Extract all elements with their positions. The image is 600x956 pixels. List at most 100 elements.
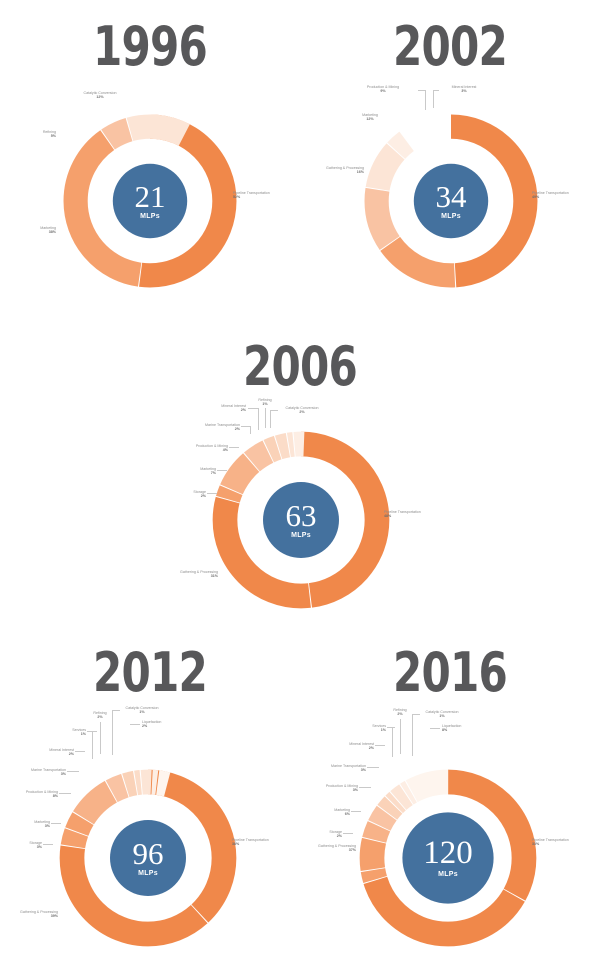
label-pct: 1% [80,732,86,737]
label-catalytic-conversion-2012: Catalytic Conversion 1% [118,706,166,715]
label-pct: 9% [380,89,386,94]
label-text: Services [372,724,386,728]
label-pct: 5% [50,134,56,139]
label-text: Gathering & Processing [20,910,58,914]
label-text: Refining [258,398,272,402]
label-marketing-1996: Marketing 38% [8,226,56,235]
label-text: Liquefaction [442,724,462,728]
label-pct: 2% [368,746,374,751]
label-text: Refining [393,708,407,712]
donut-slices-2012 [59,769,237,947]
center-disc-1996 [112,163,188,239]
label-liquefaction-2016: Liquefaction 8% [442,724,488,733]
label-gathering-processing-2002: Gathering & Processing 16% [296,166,364,175]
slice-pipeline-transportation [364,114,538,288]
slice-gathering-processing [364,114,538,288]
chart-year-2016: 2016 [393,641,508,704]
slice-refining [59,769,237,947]
label-mineral-interest-2006: Mineral Interest 2% [198,404,246,413]
label-text: Services [72,728,86,732]
chart-panel-2002: 2002 34 MLPs Production & Mining 9% [300,0,600,310]
donut-svg-2006 [212,431,390,609]
label-text: Production & Mining [195,444,228,448]
slice-liquefaction [359,769,537,947]
label-pct: 37% [348,848,356,853]
label-text: Marine Transportation [331,764,366,768]
donut-chart-2002: 34 MLPs [358,108,544,294]
label-pct: 2% [240,408,246,413]
center-disc-2002 [413,163,489,239]
donut-chart-2016: 120 MLPs [353,763,543,953]
donut-chart-2012: 96 MLPs [53,763,243,953]
label-text: Pipeline Transportation [384,510,421,514]
slice-marketing [359,769,537,947]
donut-svg-2002 [364,114,538,288]
slice-catalytic-conversion [212,431,390,609]
label-marine-transportation-2006: Marine Transportation 2% [178,423,240,432]
slice-marketing [63,114,237,288]
label-pct: 1% [139,710,145,715]
slice-catalytic-conversion [63,114,237,288]
label-marine-transportation-2016: Marine Transportation 3% [304,764,366,773]
leader-line-catalytic-2006 [270,410,278,411]
leader-line-production-v-2002 [425,90,426,110]
label-text: Refining [42,130,56,134]
donut-slices-1996 [63,114,237,288]
label-liquefaction-2012: Liquefaction 2% [142,720,188,729]
leader-line-catalytic-v-2006 [270,410,271,428]
label-refining-2016: Refining 2% [380,708,420,717]
label-gathering-processing-2006: Gathering & Processing 31% [150,570,218,579]
leader-line-services-2016 [387,727,395,728]
label-pct: 38% [48,230,56,235]
leader-line-marine-v-2006 [250,426,251,434]
label-marketing-2002: Marketing 12% [348,113,392,122]
leader-line-refining-2006 [265,408,266,428]
label-pct: 16% [356,170,364,175]
label-pct: 3% [44,824,50,829]
label-pct: 33% [532,842,540,847]
label-mineral-interest-2012: Mineral Interest 2% [26,748,74,757]
label-pct: 3% [352,788,358,793]
label-pct: 1% [380,728,386,733]
label-pct: 7% [210,471,216,476]
label-pct: 3% [36,845,42,850]
label-refining-2012: Refining 2% [80,711,120,720]
label-storage-2016: Storage 2% [304,830,342,839]
label-refining-1996: Refining 5% [16,130,56,139]
label-text: Pipeline Transportation [233,191,270,195]
leader-line-mineral-2006 [248,408,258,409]
leader-line-production-2012 [59,793,71,794]
label-pct: 49% [532,195,540,200]
label-pct: 48% [384,514,392,519]
label-production-mining-2002: Production & Mining 9% [352,85,414,94]
leader-line-mineral-2016 [375,745,385,746]
label-pct: 2% [234,427,240,432]
donut-slices-2002 [364,114,538,288]
label-text: Storage [329,830,342,834]
label-catalytic-conversion-2016: Catalytic Conversion 1% [418,710,466,719]
leader-line-marketing-2012 [51,823,61,824]
label-pipeline-transportation-2016: Pipeline Transportation 33% [532,838,596,847]
label-text: Pipeline Transportation [532,191,569,195]
leader-line-marine-2006 [241,426,250,427]
leader-line-production-2016 [359,787,371,788]
label-text: Refining [93,711,107,715]
leader-line-production-2002 [418,90,426,91]
leader-line-services-v-2012 [92,731,93,759]
label-text: Marketing [34,820,50,824]
label-pct: 3% [360,768,366,773]
chart-year-1996: 1996 [93,15,208,78]
label-pct: 2% [68,752,74,757]
label-catalytic-conversion-1996: Catalytic Conversion 12% [70,91,130,100]
label-marketing-2016: Marketing 6% [306,808,350,817]
label-production-mining-2012: Production & Mining 8% [0,790,58,799]
chart-year-2002: 2002 [393,15,508,78]
label-pct: 12% [96,95,104,100]
slice-gathering-processing [59,769,237,947]
leader-line-marine-2012 [67,771,79,772]
label-text: Gathering & Processing [180,570,218,574]
label-catalytic-conversion-2006: Catalytic Conversion 2% [278,406,326,415]
leader-line-liquefaction-2012 [130,724,140,725]
donut-chart-1996: 21 MLPs [57,108,243,294]
